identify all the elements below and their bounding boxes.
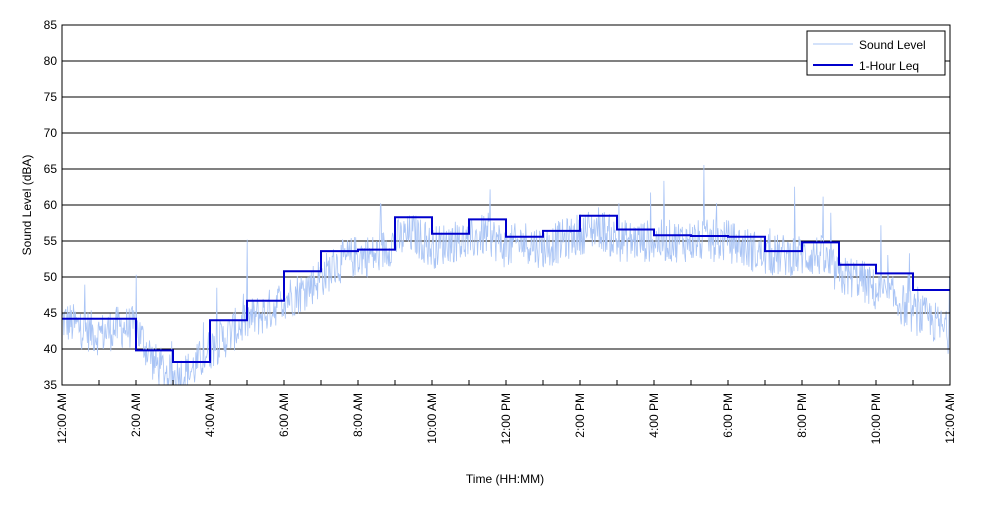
x-tick-label: 8:00 AM	[351, 393, 365, 437]
x-tick-label: 10:00 PM	[869, 393, 883, 444]
y-tick-label: 60	[44, 198, 58, 212]
series-sound-level	[61, 164, 951, 386]
legend: Sound Level 1-Hour Leq	[806, 30, 946, 76]
x-tick-label: 8:00 PM	[795, 393, 809, 438]
x-tick-label: 2:00 AM	[129, 393, 143, 437]
series-1-hour-leq	[62, 214, 950, 363]
x-tick-label: 12:00 AM	[55, 393, 69, 444]
y-tick-label: 45	[44, 306, 58, 320]
x-axis: 12:00 AM 2:00 AM 4:00 AM 6:00 AM 8:00 AM 10:0…	[55, 380, 957, 444]
y-tick-label: 65	[44, 162, 58, 176]
y-tick-label: 55	[44, 234, 58, 248]
legend-label-sound-level: Sound Level	[859, 38, 926, 52]
y-tick-label: 85	[44, 18, 58, 32]
grid-layer	[62, 60, 950, 350]
y-tick-label: 70	[44, 126, 58, 140]
x-tick-label: 4:00 AM	[203, 393, 217, 437]
legend-label-1-hour-leq: 1-Hour Leq	[859, 59, 919, 73]
x-axis-label: Time (HH:MM)	[466, 472, 544, 486]
x-tick-label: 12:00 PM	[499, 393, 513, 444]
y-axis-label: Sound Level (dBA)	[20, 155, 34, 256]
series-layer	[61, 164, 951, 386]
x-tick-label: 2:00 PM	[573, 393, 587, 438]
x-tick-label: 6:00 AM	[277, 393, 291, 437]
y-axis: 35 40 45 50 55 60 65 70 75 80 85	[44, 18, 950, 392]
y-tick-label: 80	[44, 54, 58, 68]
legend-box	[806, 30, 946, 76]
x-tick-label: 12:00 AM	[943, 393, 957, 444]
y-tick-label: 50	[44, 270, 58, 284]
y-tick-label: 75	[44, 90, 58, 104]
y-tick-label: 35	[44, 378, 58, 392]
x-tick-label: 10:00 AM	[425, 393, 439, 444]
y-tick-label: 40	[44, 342, 58, 356]
x-tick-label: 4:00 PM	[647, 393, 661, 438]
x-tick-label: 6:00 PM	[721, 393, 735, 438]
